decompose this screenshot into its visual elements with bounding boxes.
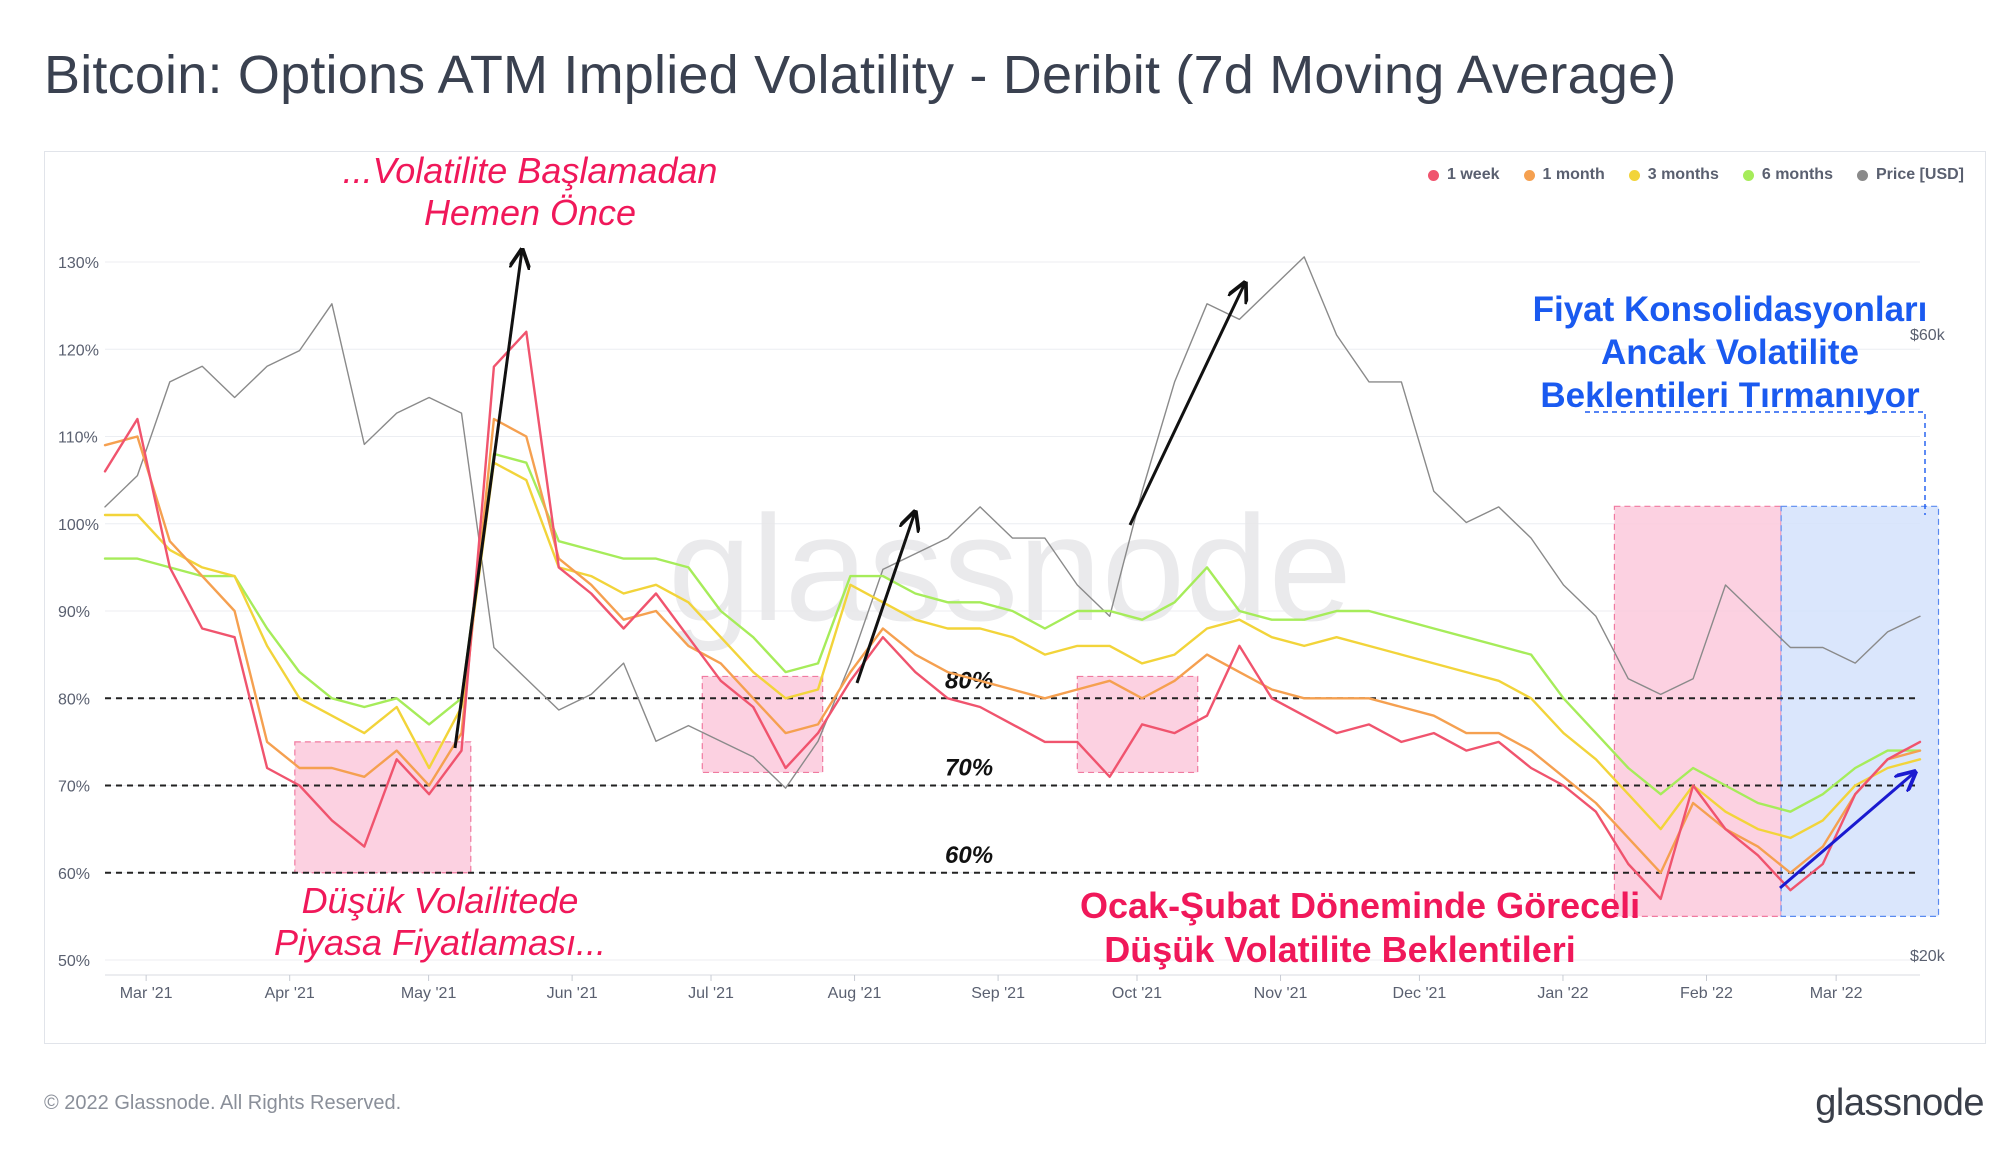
highlight-box <box>701 675 824 774</box>
y-tick-label: 50% <box>58 953 90 970</box>
annotation-top-line2: Hemen Önce <box>423 192 637 233</box>
x-tick-label: Aug '21 <box>828 985 882 1002</box>
legend-label: 6 months <box>1761 166 1833 183</box>
level-label: 60% <box>945 842 993 869</box>
annotation-bottom-left-line1: Düşük Volailitede <box>301 880 579 921</box>
series-line-1-month <box>103 417 1922 874</box>
y-right-tick-label: $20k <box>1910 948 1946 965</box>
highlight-box <box>1076 675 1199 774</box>
highlight-box <box>1780 505 1940 917</box>
trend-arrow <box>1128 283 1245 526</box>
series-line-price-usd- <box>104 256 1921 789</box>
trend-arrow <box>453 250 522 749</box>
y-tick-label: 80% <box>58 691 90 708</box>
legend-dot-icon <box>1428 169 1440 181</box>
annotation-bottom-left: Düşük Volailitede Piyasa Fiyatlaması... <box>240 880 640 964</box>
legend-item[interactable]: 1 month <box>1523 166 1605 184</box>
chart-panel <box>44 151 1986 1044</box>
annotation-top-right-line2: Ancak Volatilite <box>1600 333 1860 372</box>
x-tick-label: Sep '21 <box>971 985 1025 1002</box>
x-tick-label: Jan '22 <box>1537 985 1588 1002</box>
chart-legend: 1 week 1 month 3 months 6 months Price [USD] <box>1428 166 1964 184</box>
legend-dot-icon <box>1628 169 1640 181</box>
trend-arrow <box>855 512 915 684</box>
annotation-bottom-right-line2: Düşük Volatilite Beklentileri <box>1104 929 1576 970</box>
legend-dot-icon <box>1856 169 1868 181</box>
x-tick-label: Mar '21 <box>120 985 173 1002</box>
watermark: glassnode <box>668 484 1352 652</box>
y-tick-label: 110% <box>58 430 98 447</box>
series-line-1-week <box>103 330 1922 901</box>
annotation-dashed-connector <box>1585 411 1926 515</box>
annotation-top-right-line3: Beklentileri Tırmanıyor <box>1540 376 1920 415</box>
legend-item[interactable]: 1 week <box>1428 166 1500 184</box>
glassnode-logo: glassnode <box>1815 1082 1984 1124</box>
y-tick-label: 70% <box>58 779 90 796</box>
annotation-top-right: Fiyat Konsolidasyonları Ancak Volatilite… <box>1520 288 1940 417</box>
series-line-3-months <box>103 461 1922 840</box>
x-tick-label: Dec '21 <box>1393 985 1447 1002</box>
level-label: 70% <box>945 755 993 782</box>
series-line-6-months <box>103 452 1922 813</box>
legend-dot-icon <box>1742 169 1754 181</box>
highlight-box <box>1613 505 1782 917</box>
legend-dot-icon <box>1523 169 1535 181</box>
y-tick-label: 130% <box>58 255 99 272</box>
annotation-bottom-right: Ocak-Şubat Döneminde Göreceli Düşük Vola… <box>1080 884 1641 972</box>
level-label: 80% <box>945 667 993 694</box>
y-tick-label: 100% <box>58 517 99 534</box>
x-tick-label: Nov '21 <box>1254 985 1308 1002</box>
trend-arrow-blue <box>1779 772 1915 890</box>
x-tick-label: Mar '22 <box>1810 985 1863 1002</box>
legend-item[interactable]: Price [USD] <box>1856 166 1964 184</box>
legend-label: Price [USD] <box>1875 166 1964 183</box>
annotation-bottom-left-line2: Piyasa Fiyatlaması... <box>273 922 607 963</box>
annotation-top: ...Volatilite Başlamadan Hemen Önce <box>330 150 730 234</box>
y-right-tick-label: $60k <box>1910 327 1946 344</box>
legend-label: 1 week <box>1447 166 1500 183</box>
y-tick-label: 60% <box>58 866 90 883</box>
y-tick-label: 90% <box>58 604 90 621</box>
chart-title: Bitcoin: Options ATM Implied Volatility … <box>44 45 1677 105</box>
footer-copyright: © 2022 Glassnode. All Rights Reserved. <box>44 1092 402 1114</box>
y-tick-label: 120% <box>58 342 99 359</box>
x-tick-label: Oct '21 <box>1112 985 1162 1002</box>
x-tick-label: Jun '21 <box>547 985 598 1002</box>
x-tick-label: Feb '22 <box>1680 985 1733 1002</box>
legend-label: 1 month <box>1542 166 1605 183</box>
x-tick-label: Jul '21 <box>688 985 734 1002</box>
annotation-bottom-right-line1: Ocak-Şubat Döneminde Göreceli <box>1080 885 1641 926</box>
legend-item[interactable]: 6 months <box>1742 166 1833 184</box>
legend-item[interactable]: 3 months <box>1628 166 1719 184</box>
x-tick-label: May '21 <box>401 985 457 1002</box>
annotation-top-line1: ...Volatilite Başlamadan <box>342 150 718 191</box>
annotation-top-right-line1: Fiyat Konsolidasyonları <box>1532 290 1928 329</box>
x-tick-label: Apr '21 <box>265 985 315 1002</box>
legend-label: 3 months <box>1647 166 1719 183</box>
